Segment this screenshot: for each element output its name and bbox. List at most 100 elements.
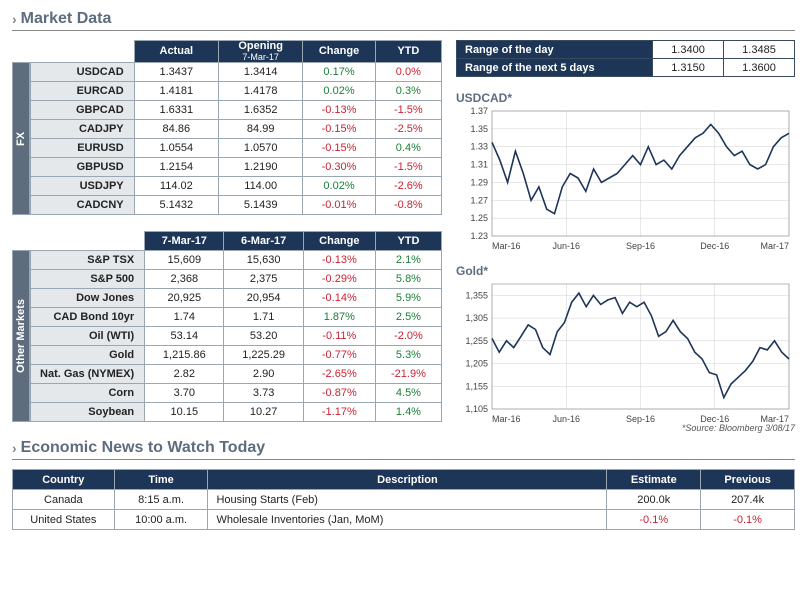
fx-actual: 114.02 (134, 176, 218, 195)
table-row: Gold 1,215.86 1,225.29 -0.77% 5.3% (31, 346, 442, 365)
fx-open: 1.0570 (219, 138, 303, 157)
chart-gold: 1,1051,1551,2051,2551,3051,355Mar-16Jun-… (456, 280, 795, 425)
other-ytd: 1.4% (375, 403, 441, 422)
econ-news-table: CountryTimeDescriptionEstimatePrevious C… (12, 469, 795, 530)
econ-time: 8:15 a.m. (114, 490, 208, 510)
other-d0: 3.73 (224, 384, 303, 403)
other-change: 1.87% (303, 308, 375, 327)
range-high: 1.3600 (724, 59, 795, 77)
other-th-d0: 6-Mar-17 (224, 232, 303, 251)
svg-text:Mar-17: Mar-17 (760, 414, 789, 424)
fx-change: 0.02% (303, 81, 375, 100)
range-row: Range of the day 1.3400 1.3485 (457, 41, 795, 59)
svg-text:1.35: 1.35 (470, 124, 488, 134)
econ-th: Country (13, 470, 115, 490)
other-d1: 1.74 (145, 308, 224, 327)
other-d0: 10.27 (224, 403, 303, 422)
svg-text:1,205: 1,205 (465, 359, 488, 369)
other-symbol: S&P TSX (31, 251, 145, 270)
svg-text:Jun-16: Jun-16 (552, 241, 580, 251)
fx-ytd: -0.8% (375, 195, 441, 214)
fx-change: 0.17% (303, 62, 375, 81)
table-row: USDCAD 1.3437 1.3414 0.17% 0.0% (31, 62, 442, 81)
other-symbol: CAD Bond 10yr (31, 308, 145, 327)
fx-open: 5.1439 (219, 195, 303, 214)
range-low: 1.3400 (653, 41, 724, 59)
fx-open: 114.00 (219, 176, 303, 195)
fx-open: 1.4178 (219, 81, 303, 100)
other-d0: 1.71 (224, 308, 303, 327)
svg-text:Mar-16: Mar-16 (492, 414, 521, 424)
fx-actual: 1.0554 (134, 138, 218, 157)
fx-th-actual: Actual (134, 41, 218, 63)
econ-desc: Housing Starts (Feb) (208, 490, 607, 510)
other-d1: 10.15 (145, 403, 224, 422)
chevron-right-icon: › (12, 11, 17, 27)
fx-actual: 1.6331 (134, 100, 218, 119)
table-row: S&P 500 2,368 2,375 -0.29% 5.8% (31, 270, 442, 289)
other-d0: 20,954 (224, 289, 303, 308)
table-row: CADCNY 5.1432 5.1439 -0.01% -0.8% (31, 195, 442, 214)
other-symbol: Soybean (31, 403, 145, 422)
fx-open: 84.99 (219, 119, 303, 138)
other-d1: 2.82 (145, 365, 224, 384)
fx-th-change: Change (303, 41, 375, 63)
other-side-label: Other Markets (12, 250, 30, 422)
table-row: Corn 3.70 3.73 -0.87% 4.5% (31, 384, 442, 403)
table-row: Canada 8:15 a.m. Housing Starts (Feb) 20… (13, 490, 795, 510)
svg-text:1.27: 1.27 (470, 195, 488, 205)
other-markets-table: 7-Mar-17 6-Mar-17 Change YTD S&P TSX 15,… (30, 231, 442, 422)
other-ytd: 4.5% (375, 384, 441, 403)
svg-text:Sep-16: Sep-16 (626, 414, 655, 424)
table-row: EURUSD 1.0554 1.0570 -0.15% 0.4% (31, 138, 442, 157)
table-row: S&P TSX 15,609 15,630 -0.13% 2.1% (31, 251, 442, 270)
other-ytd: 2.5% (375, 308, 441, 327)
chevron-right-icon: › (12, 440, 17, 456)
other-d0: 2,375 (224, 270, 303, 289)
other-ytd: -21.9% (375, 365, 441, 384)
econ-time: 10:00 a.m. (114, 510, 208, 530)
fx-change: -0.30% (303, 157, 375, 176)
fx-actual: 84.86 (134, 119, 218, 138)
range-table: Range of the day 1.3400 1.3485 Range of … (456, 40, 795, 77)
other-change: -0.13% (303, 251, 375, 270)
other-d0: 15,630 (224, 251, 303, 270)
fx-open: 1.6352 (219, 100, 303, 119)
fx-ytd: -1.5% (375, 157, 441, 176)
svg-text:1.23: 1.23 (470, 231, 488, 241)
econ-country: United States (13, 510, 115, 530)
econ-th: Previous (701, 470, 795, 490)
other-d0: 2.90 (224, 365, 303, 384)
other-ytd: 2.1% (375, 251, 441, 270)
other-d1: 1,215.86 (145, 346, 224, 365)
other-change: -0.29% (303, 270, 375, 289)
table-row: CAD Bond 10yr 1.74 1.71 1.87% 2.5% (31, 308, 442, 327)
other-d1: 53.14 (145, 327, 224, 346)
other-th-d1: 7-Mar-17 (145, 232, 224, 251)
table-row: USDJPY 114.02 114.00 0.02% -2.6% (31, 176, 442, 195)
svg-text:1.37: 1.37 (470, 107, 488, 116)
fx-ytd: -1.5% (375, 100, 441, 119)
fx-open: 1.3414 (219, 62, 303, 81)
other-change: -0.14% (303, 289, 375, 308)
fx-ytd: 0.0% (375, 62, 441, 81)
fx-ytd: -2.6% (375, 176, 441, 195)
svg-text:Mar-16: Mar-16 (492, 241, 521, 251)
econ-prev: 207.4k (701, 490, 795, 510)
fx-change: -0.01% (303, 195, 375, 214)
other-d1: 3.70 (145, 384, 224, 403)
fx-symbol: GBPCAD (31, 100, 135, 119)
section-title-econ: › Economic News to Watch Today (12, 439, 795, 457)
other-ytd: 5.9% (375, 289, 441, 308)
fx-table-wrap: FX Actual Opening7-Mar-17 Change YTD USD… (12, 40, 442, 215)
divider (12, 30, 795, 32)
other-d1: 20,925 (145, 289, 224, 308)
econ-th: Description (208, 470, 607, 490)
other-change: -1.17% (303, 403, 375, 422)
table-row: GBPCAD 1.6331 1.6352 -0.13% -1.5% (31, 100, 442, 119)
fx-symbol: CADCNY (31, 195, 135, 214)
table-row: CADJPY 84.86 84.99 -0.15% -2.5% (31, 119, 442, 138)
fx-th-opening: Opening7-Mar-17 (219, 41, 303, 63)
chart-title-gold: Gold* (456, 264, 795, 278)
other-symbol: Dow Jones (31, 289, 145, 308)
